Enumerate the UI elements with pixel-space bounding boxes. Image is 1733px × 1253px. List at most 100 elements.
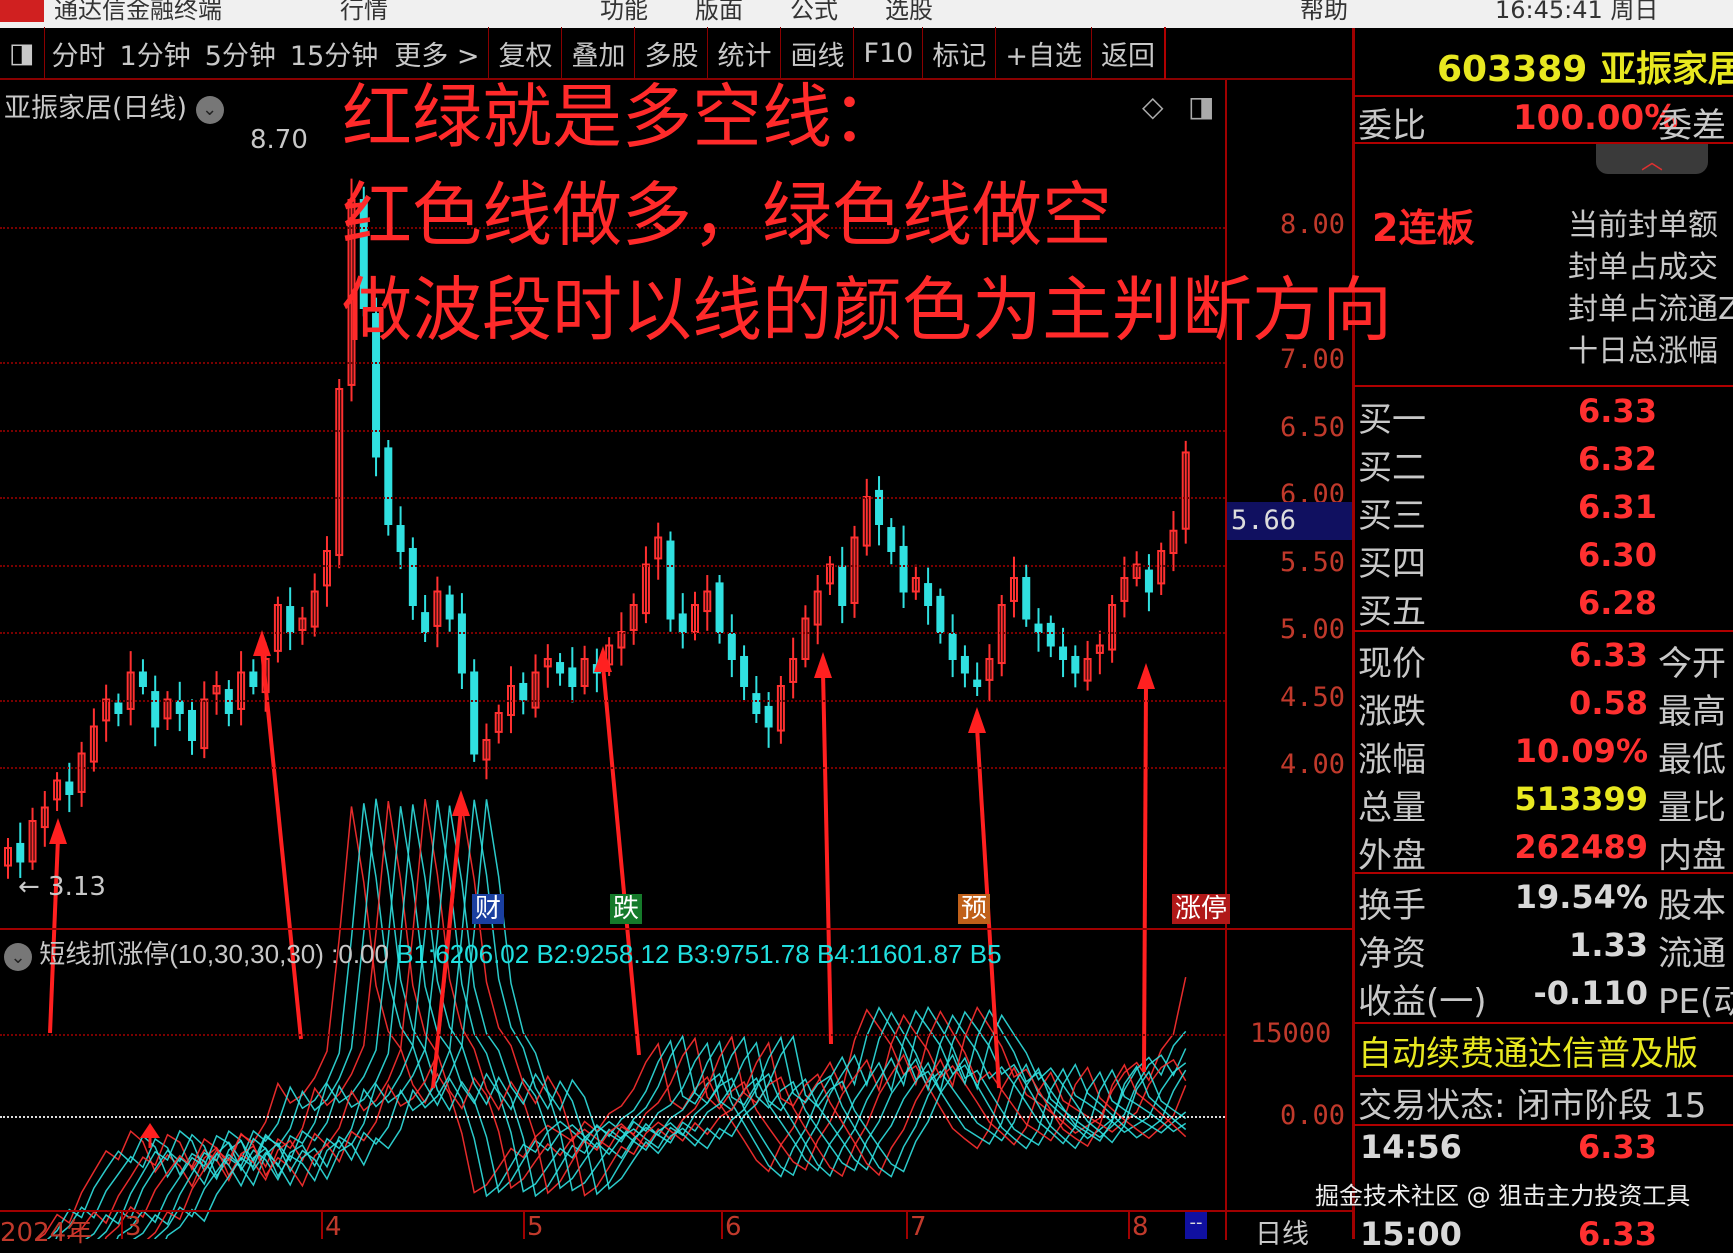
collapse-button[interactable]: ︿	[1596, 144, 1708, 175]
annotation-arrow	[48, 837, 60, 1034]
indicator-b5: B5	[969, 939, 1002, 969]
candle-body	[629, 604, 638, 631]
fund-label-right: 流通	[1658, 934, 1726, 974]
chevron-down-icon[interactable]: ⌄	[195, 95, 224, 124]
candle-body	[936, 595, 945, 634]
tick-time: 14:56	[1360, 1128, 1462, 1166]
seal-info-item: 十日总涨幅	[1568, 334, 1718, 369]
candle-body	[973, 679, 982, 687]
price-gridline	[0, 497, 1225, 499]
fund-label: 换手	[1358, 886, 1426, 926]
panel-toggle-icon[interactable]: ◨	[1188, 90, 1215, 123]
menu-stock-pick[interactable]: 选股	[885, 0, 933, 24]
candle-body	[224, 689, 233, 714]
diamond-icon[interactable]: ◇	[1142, 90, 1164, 123]
renewal-banner[interactable]: 自动续费通达信普及版	[1358, 1034, 1698, 1074]
candle-body	[727, 633, 736, 661]
menu-layout[interactable]: 版面	[695, 0, 743, 24]
indicator-line	[36, 806, 1187, 1239]
bid-price: 6.28	[1578, 584, 1657, 622]
indicator-line	[55, 798, 1187, 1239]
arrow-head-icon	[968, 707, 986, 733]
event-marker-finance[interactable]: 财	[472, 894, 505, 924]
date-axis-divider	[0, 1210, 1354, 1212]
candle-body	[764, 705, 773, 728]
back-button[interactable]: 返回	[1092, 27, 1166, 79]
tick-price: 6.33	[1578, 1215, 1657, 1253]
candle-body	[273, 604, 282, 652]
draw-line-button[interactable]: 画线	[781, 27, 855, 79]
candle-body	[77, 752, 86, 793]
indicator-gridline	[0, 1034, 1225, 1036]
event-marker-drop[interactable]: 跌	[610, 894, 643, 924]
period-5min[interactable]: 5分钟	[204, 40, 276, 72]
candle-body	[580, 658, 589, 687]
period-intraday[interactable]: 分时	[51, 40, 106, 72]
candle-body	[924, 583, 933, 607]
price-axis-divider	[1225, 80, 1227, 1240]
quote-label-right: 最低	[1658, 740, 1726, 780]
chart-title-text: 亚振家居(日线)	[4, 93, 188, 124]
month-label: 3	[125, 1212, 142, 1242]
quote-value: 6.33	[1569, 636, 1648, 674]
candle-body	[494, 712, 503, 733]
fund-value: 1.33	[1569, 926, 1648, 964]
indicator-line	[132, 805, 1187, 1239]
candle-body	[801, 617, 810, 660]
f10-button[interactable]: F10	[854, 27, 924, 79]
seal-info-item: 封单占流通Z	[1568, 292, 1733, 327]
kline-chart[interactable]	[0, 80, 1354, 1239]
menu-quotes[interactable]: 行情	[340, 0, 388, 24]
divider	[1354, 142, 1733, 144]
menu-help[interactable]: 帮助	[1300, 0, 1348, 24]
candle-body	[470, 671, 479, 755]
bid-price: 6.32	[1578, 440, 1657, 478]
candle-body	[850, 536, 859, 604]
month-label: 8	[1132, 1212, 1149, 1242]
toolbar: ◨ 分时 1分钟 5分钟 15分钟 更多 > 复权 叠加 多股 统计 画线 F1…	[0, 27, 1354, 80]
period-15min[interactable]: 15分钟	[289, 40, 379, 72]
chevron-down-icon[interactable]: ⌄	[4, 943, 32, 971]
period-label[interactable]: 日线	[1255, 1219, 1309, 1250]
indicator-name: 短线抓涨停(10,30,30,30)	[39, 939, 324, 969]
multi-stock-button[interactable]: 多股	[635, 27, 709, 79]
bid-price: 6.33	[1578, 392, 1657, 430]
stock-name: 亚振家居	[1599, 49, 1733, 90]
menu-formula[interactable]: 公式	[790, 0, 838, 24]
candle-body	[1071, 655, 1080, 674]
period-1min[interactable]: 1分钟	[119, 40, 191, 72]
menu-functions[interactable]: 功能	[600, 0, 648, 24]
period-more[interactable]: 更多 >	[385, 27, 490, 79]
statistics-button[interactable]: 统计	[708, 27, 782, 79]
sidebar-toggle-button[interactable]: ◨	[0, 27, 45, 79]
mark-button[interactable]: 标记	[923, 27, 997, 79]
candle-body	[335, 388, 344, 557]
candle-body	[519, 682, 528, 701]
candle-body	[1009, 577, 1018, 602]
annotation-line-2: 红色线做多，绿色线做空	[342, 174, 1112, 256]
chart-title: 亚振家居(日线) ⌄	[4, 86, 224, 125]
app-logo-icon	[0, 0, 44, 22]
scroll-handle[interactable]: --	[1185, 1212, 1207, 1239]
candle-body	[911, 577, 920, 593]
price-tick: 6.50	[1280, 411, 1346, 443]
quote-label-right: 内盘	[1658, 836, 1726, 876]
add-watchlist-button[interactable]: +自选	[996, 27, 1092, 79]
month-label: 4	[325, 1212, 342, 1242]
divider	[1354, 1022, 1733, 1024]
candle-body	[384, 447, 393, 525]
candle-body	[28, 820, 37, 863]
fund-value: 19.54%	[1514, 878, 1648, 916]
quote-label-right: 最高	[1658, 692, 1726, 732]
event-marker-limit-up[interactable]: 涨停	[1172, 894, 1231, 924]
candle-body	[372, 313, 381, 458]
overlay-button[interactable]: 叠加	[562, 27, 636, 79]
event-marker-forecast[interactable]: 预	[958, 894, 991, 924]
trade-status: 交易状态: 闭市阶段 15	[1358, 1086, 1707, 1126]
indicator-b1: 6206.02	[435, 939, 530, 969]
restore-rights-button[interactable]: 复权	[489, 27, 563, 79]
candle-body	[1034, 623, 1043, 634]
candle-body	[875, 489, 884, 525]
divider	[1354, 872, 1733, 874]
month-tick	[906, 1212, 908, 1239]
